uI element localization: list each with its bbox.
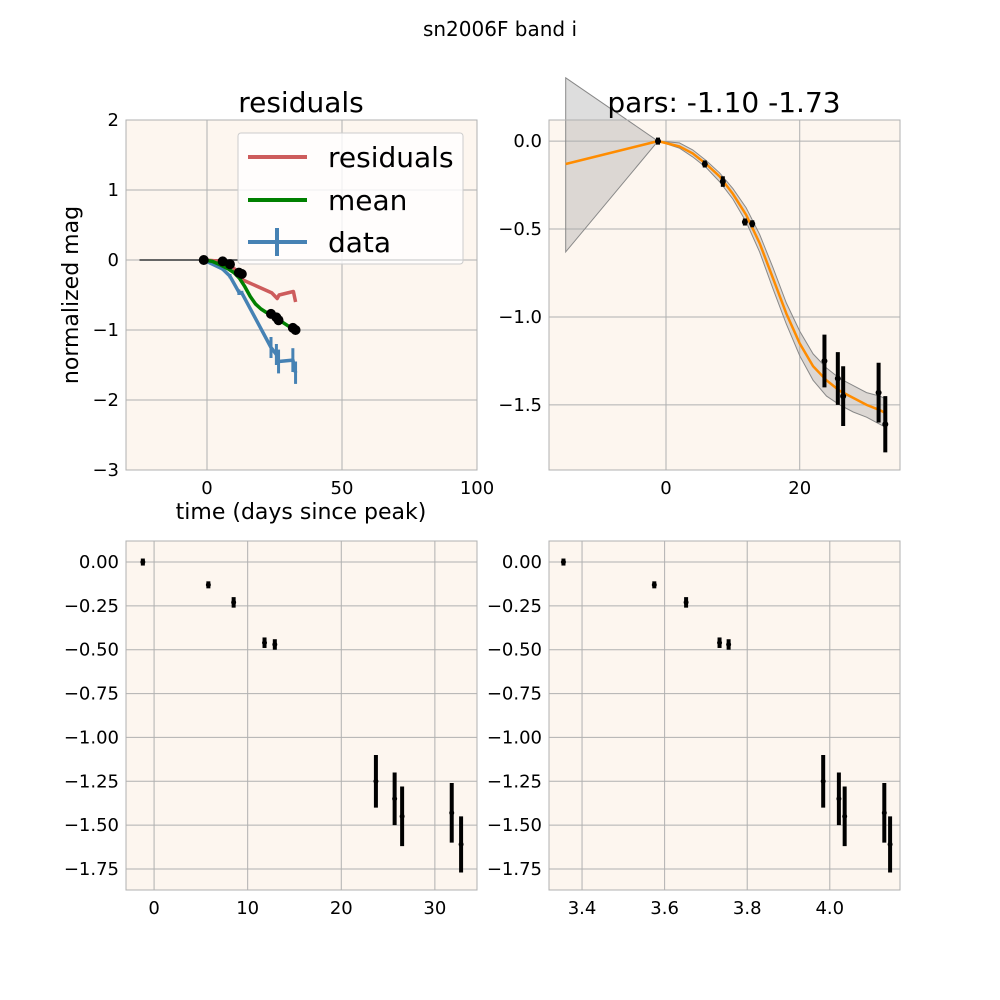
y-tick-label: 0: [108, 250, 119, 271]
data-point: [717, 640, 723, 646]
legend-frame: [237, 132, 464, 265]
data-point: [749, 220, 756, 227]
y-axis-label: normalized mag: [59, 206, 84, 384]
x-axis-label: time (days since peak): [176, 500, 427, 525]
y-tick-label: −1.50: [487, 815, 542, 836]
data-point: [651, 582, 657, 588]
y-tick-label: −1.75: [64, 859, 119, 880]
y-tick-label: −3: [92, 460, 119, 481]
data-point: [726, 641, 732, 647]
mean-marker: [273, 315, 284, 326]
y-tick-label: −0.5: [498, 219, 542, 240]
data-point: [821, 357, 828, 364]
data-point: [887, 841, 893, 847]
x-tick-label: 50: [331, 478, 354, 499]
panel-title: pars: -1.10 -1.73: [607, 86, 840, 119]
data-point: [875, 389, 882, 396]
x-tick-label: 3.8: [733, 898, 762, 919]
panel-residuals: 0 50 100 −3 −2 −1 0 1 2 residuals mean data residua…: [59, 86, 494, 525]
data-point: [654, 138, 661, 145]
data-point: [392, 796, 398, 802]
x-tick-label: 20: [330, 898, 353, 919]
data-point: [262, 640, 268, 646]
y-tick-label: −1.75: [487, 859, 542, 880]
data-point: [840, 393, 847, 400]
data-point: [449, 810, 455, 816]
plot-frame: [125, 540, 478, 891]
x-tick-label: 100: [460, 478, 494, 499]
figure-suptitle: sn2006F band i: [423, 17, 577, 41]
y-tick-label: −0.50: [64, 640, 119, 661]
mean-marker: [290, 325, 301, 335]
plot-frame: [548, 119, 901, 471]
y-tick-label: 2: [108, 110, 119, 131]
panel-title: residuals: [238, 86, 364, 119]
mean-marker: [236, 269, 247, 279]
y-tick-label: −1.25: [64, 771, 119, 792]
data-point: [881, 810, 887, 816]
data-point: [683, 599, 689, 605]
panel-data-log: 3.4 3.6 3.8 4.0 0.00 −0.25 −0.50 −0.75 −1.00 −1.2…: [487, 540, 901, 919]
data-point: [272, 641, 278, 647]
data-point: [458, 841, 464, 847]
data-point: [560, 559, 566, 565]
data-point: [842, 813, 848, 819]
data-point: [834, 375, 841, 382]
x-tick-label: 10: [236, 898, 259, 919]
y-tick-label: −1.50: [64, 815, 119, 836]
data-point: [231, 599, 237, 605]
data-point: [373, 778, 379, 784]
plot-area: [549, 541, 900, 890]
y-tick-label: −1.0: [498, 307, 542, 328]
plot-frame: [548, 540, 901, 891]
mean-marker: [224, 259, 235, 270]
y-tick-label: −0.50: [487, 640, 542, 661]
x-tick-label: 3.6: [650, 898, 679, 919]
y-tick-label: 0.00: [502, 552, 542, 573]
panel-data-time: 0 10 20 30 0.00 −0.25 −0.50 −0.75 −1.00 −1.25 −1.5…: [64, 540, 478, 919]
data-point: [719, 178, 726, 185]
data-point: [741, 219, 748, 226]
x-tick-label: 0: [201, 478, 212, 499]
y-tick-label: −1: [92, 320, 119, 341]
y-tick-label: −0.25: [64, 596, 119, 617]
mean-line: [203, 258, 297, 332]
plot-area: [126, 541, 477, 890]
y-tick-label: −0.25: [487, 596, 542, 617]
y-tick-label: −1.5: [498, 395, 542, 416]
y-tick-label: 0.0: [513, 131, 542, 152]
y-tick-label: −0.75: [64, 684, 119, 705]
data-point: [399, 813, 405, 819]
y-tick-label: −1.00: [487, 727, 542, 748]
legend-label: residuals: [328, 141, 454, 174]
plot-frame: [125, 119, 478, 471]
y-tick-label: −0.75: [487, 684, 542, 705]
x-tick-label: 30: [423, 898, 446, 919]
data-line: [203, 258, 298, 374]
data-point: [140, 559, 146, 565]
data-point: [701, 160, 708, 167]
x-tick-label: 3.4: [568, 898, 597, 919]
mean-marker: [198, 255, 209, 265]
data-point: [820, 778, 826, 784]
x-tick-label: 0: [660, 478, 671, 499]
y-tick-label: −1.00: [64, 727, 119, 748]
fit-line: [565, 139, 888, 415]
legend-label: data: [328, 226, 391, 259]
legend-label: mean: [328, 184, 407, 217]
y-tick-label: 0.00: [79, 552, 119, 573]
y-tick-label: 1: [108, 180, 119, 201]
data-point: [205, 582, 211, 588]
data-point: [882, 421, 889, 428]
data-point: [836, 796, 842, 802]
legend: residuals mean data: [237, 132, 464, 265]
panel-fit: 0 20 −1.5 −1.0 −0.5 0.0 pars: -1.10 -1.73: [498, 76, 901, 499]
y-tick-label: −2: [92, 390, 119, 411]
y-tick-label: −1.25: [487, 771, 542, 792]
x-tick-label: 4.0: [815, 898, 844, 919]
x-tick-label: 20: [788, 478, 811, 499]
x-tick-label: 0: [148, 898, 159, 919]
